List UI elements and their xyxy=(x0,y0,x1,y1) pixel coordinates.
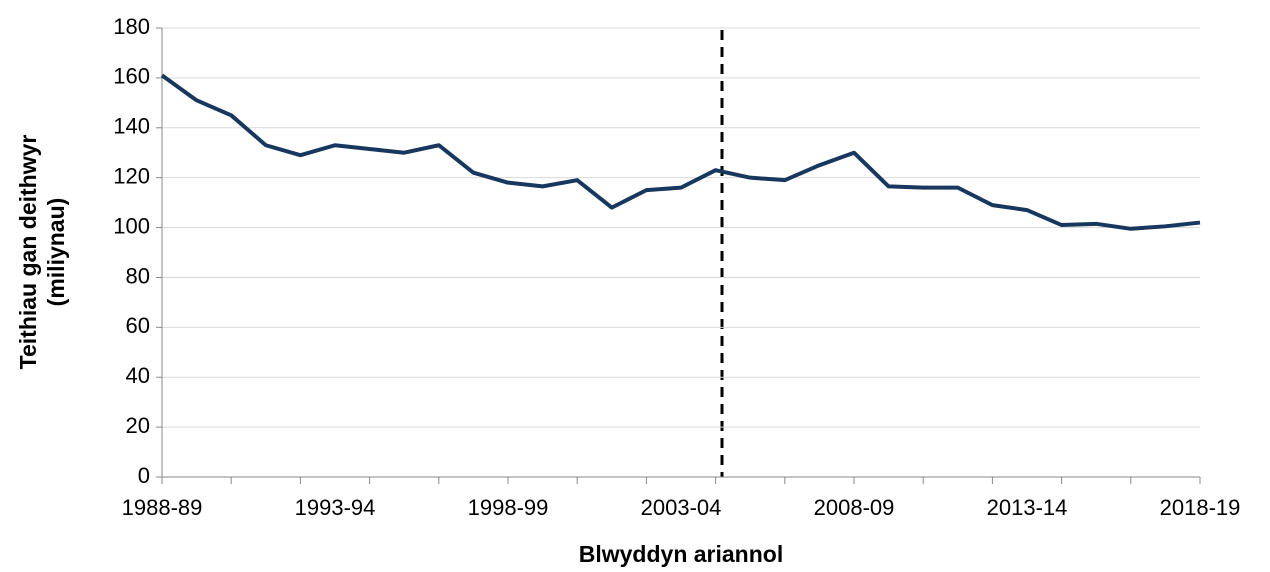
y-tick-label: 140 xyxy=(113,114,150,139)
y-axis-title: (miliynau) xyxy=(43,198,69,307)
y-tick-label: 100 xyxy=(113,213,150,238)
x-tick-label: 1998-99 xyxy=(468,495,549,520)
x-tick-label: 2018-19 xyxy=(1160,495,1241,520)
y-tick-label: 160 xyxy=(113,64,150,89)
x-tick-label: 2013-14 xyxy=(987,495,1068,520)
y-tick-label: 40 xyxy=(126,363,150,388)
x-tick-label: 1988-89 xyxy=(122,495,203,520)
y-tick-label: 180 xyxy=(113,14,150,39)
x-tick-label: 2008-09 xyxy=(814,495,895,520)
x-axis-title: Blwyddyn ariannol xyxy=(579,541,783,567)
y-axis-title: Teithiau gan deithwyr xyxy=(15,135,41,370)
y-tick-label: 120 xyxy=(113,163,150,188)
y-tick-label: 20 xyxy=(126,413,150,438)
y-tick-label: 0 xyxy=(138,463,150,488)
data-line xyxy=(160,73,1201,231)
y-tick-label: 80 xyxy=(126,263,150,288)
y-tick-label: 60 xyxy=(126,313,150,338)
x-tick-label: 1993-94 xyxy=(295,495,376,520)
x-tick-label: 2003-04 xyxy=(641,495,722,520)
